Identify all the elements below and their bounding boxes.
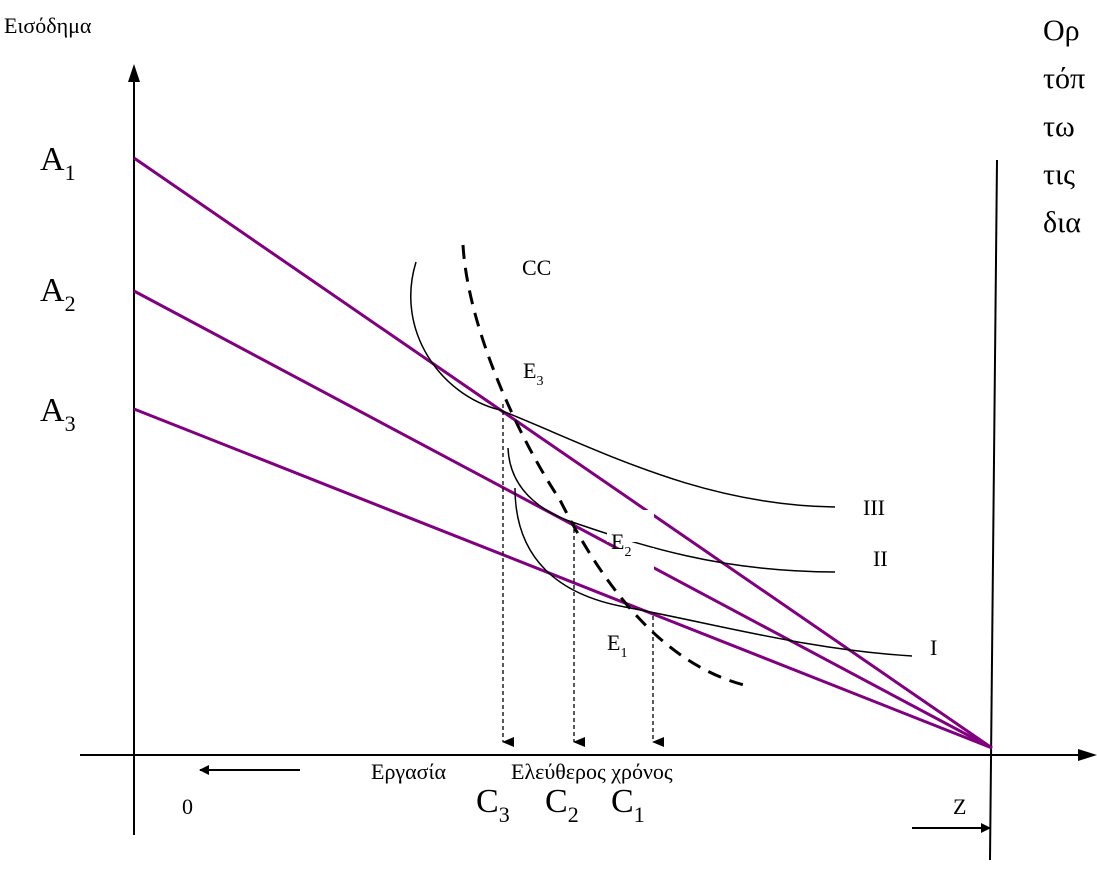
equilibrium-label-e3: E3 [523,358,543,389]
side-text-line: τις [1043,158,1075,191]
curve-label-ii: II [873,546,888,571]
budget-line-a3 [133,407,993,750]
intercept-label-a2: A2 [40,272,76,316]
budget-line-a1 [133,156,993,750]
side-text-line: τω [1043,110,1075,143]
equilibrium-label-e2: E2 [611,529,631,560]
leisure-point-label-c2: C2 [545,783,579,827]
indifference-curve-i [514,487,913,657]
leisure-label: Ελεύθερος χρόνος [511,759,673,784]
curve-label-i: I [930,635,937,660]
indifference-curve-ii [507,447,836,573]
work-label: Εργασία [371,759,446,784]
side-text-line: Ορ [1043,14,1080,47]
curve-gap-mask [607,548,654,575]
curve-gap-mask [607,510,654,542]
side-text-line: τόπ [1043,62,1085,95]
cc-label: CC [522,255,551,280]
equilibrium-label-e1: E1 [607,630,627,661]
z-vertical-line [989,159,998,861]
leisure-point-label-c3: C3 [476,783,510,827]
x-axis-arrowhead [1078,749,1097,761]
side-text-line: δια [1043,206,1081,239]
curve-label-iii: III [863,495,885,520]
y-axis-label: Εισόδημα [4,13,92,38]
consumption-curve-cc [461,244,749,688]
y-axis-arrowhead [128,64,140,82]
origin-label: 0 [182,794,193,819]
budget-line-a2 [133,289,993,750]
z-label: Z [953,794,966,819]
indifference-curve-iii [410,261,836,508]
intercept-label-a3: A3 [40,392,76,436]
leisure-point-label-c1: C1 [611,783,645,827]
intercept-label-a1: A1 [40,141,76,185]
